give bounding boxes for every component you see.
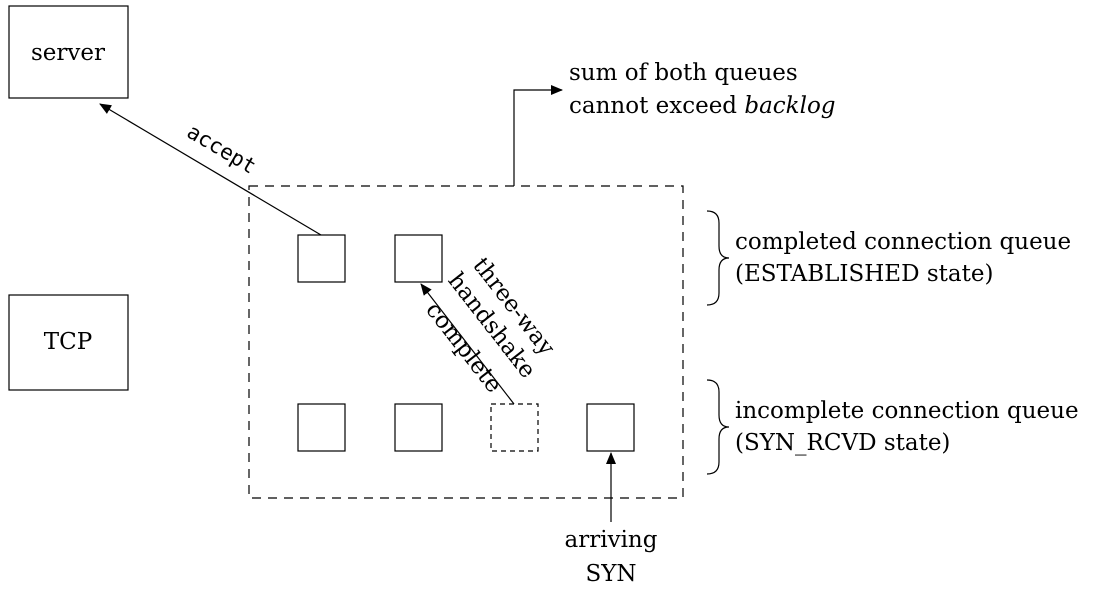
incomplete-queue-entry [586, 403, 635, 452]
completed-queue-entry [297, 234, 346, 283]
backlog-note-italic: backlog [744, 93, 835, 119]
completed-queue-label-line2: (ESTABLISHED state) [735, 261, 993, 287]
incomplete-queue-entry [394, 403, 443, 452]
arriving-syn-label-line1: arriving [565, 527, 658, 553]
incomplete-queue-entry [297, 403, 346, 452]
completed-queue-label-line1: completed connection queue [735, 229, 1071, 255]
server-node: server [8, 5, 129, 99]
incomplete-queue-label-line1: incomplete connection queue [735, 398, 1079, 424]
backlog-note-line2: cannot exceed backlog [569, 93, 836, 119]
arriving-syn-label-line2: SYN [585, 561, 636, 587]
handshake-arrow [420, 283, 515, 405]
incomplete-queue-brace [706, 379, 730, 475]
tcp-node: TCP [8, 294, 129, 391]
tcp-label: TCP [44, 329, 92, 355]
completed-queue-entry [394, 234, 443, 283]
accept-arrow [99, 103, 322, 236]
backlog-callout-arrow [513, 85, 563, 186]
server-label: server [31, 40, 105, 66]
accept-label: accept [183, 119, 261, 178]
pending-queue-entry [490, 403, 539, 452]
backlog-note-prefix: cannot exceed [569, 93, 744, 119]
completed-queue-brace [706, 210, 730, 306]
backlog-note-line1: sum of both queues [569, 60, 798, 86]
queue-region [248, 185, 684, 499]
incomplete-queue-label-line2: (SYN_RCVD state) [735, 430, 950, 456]
